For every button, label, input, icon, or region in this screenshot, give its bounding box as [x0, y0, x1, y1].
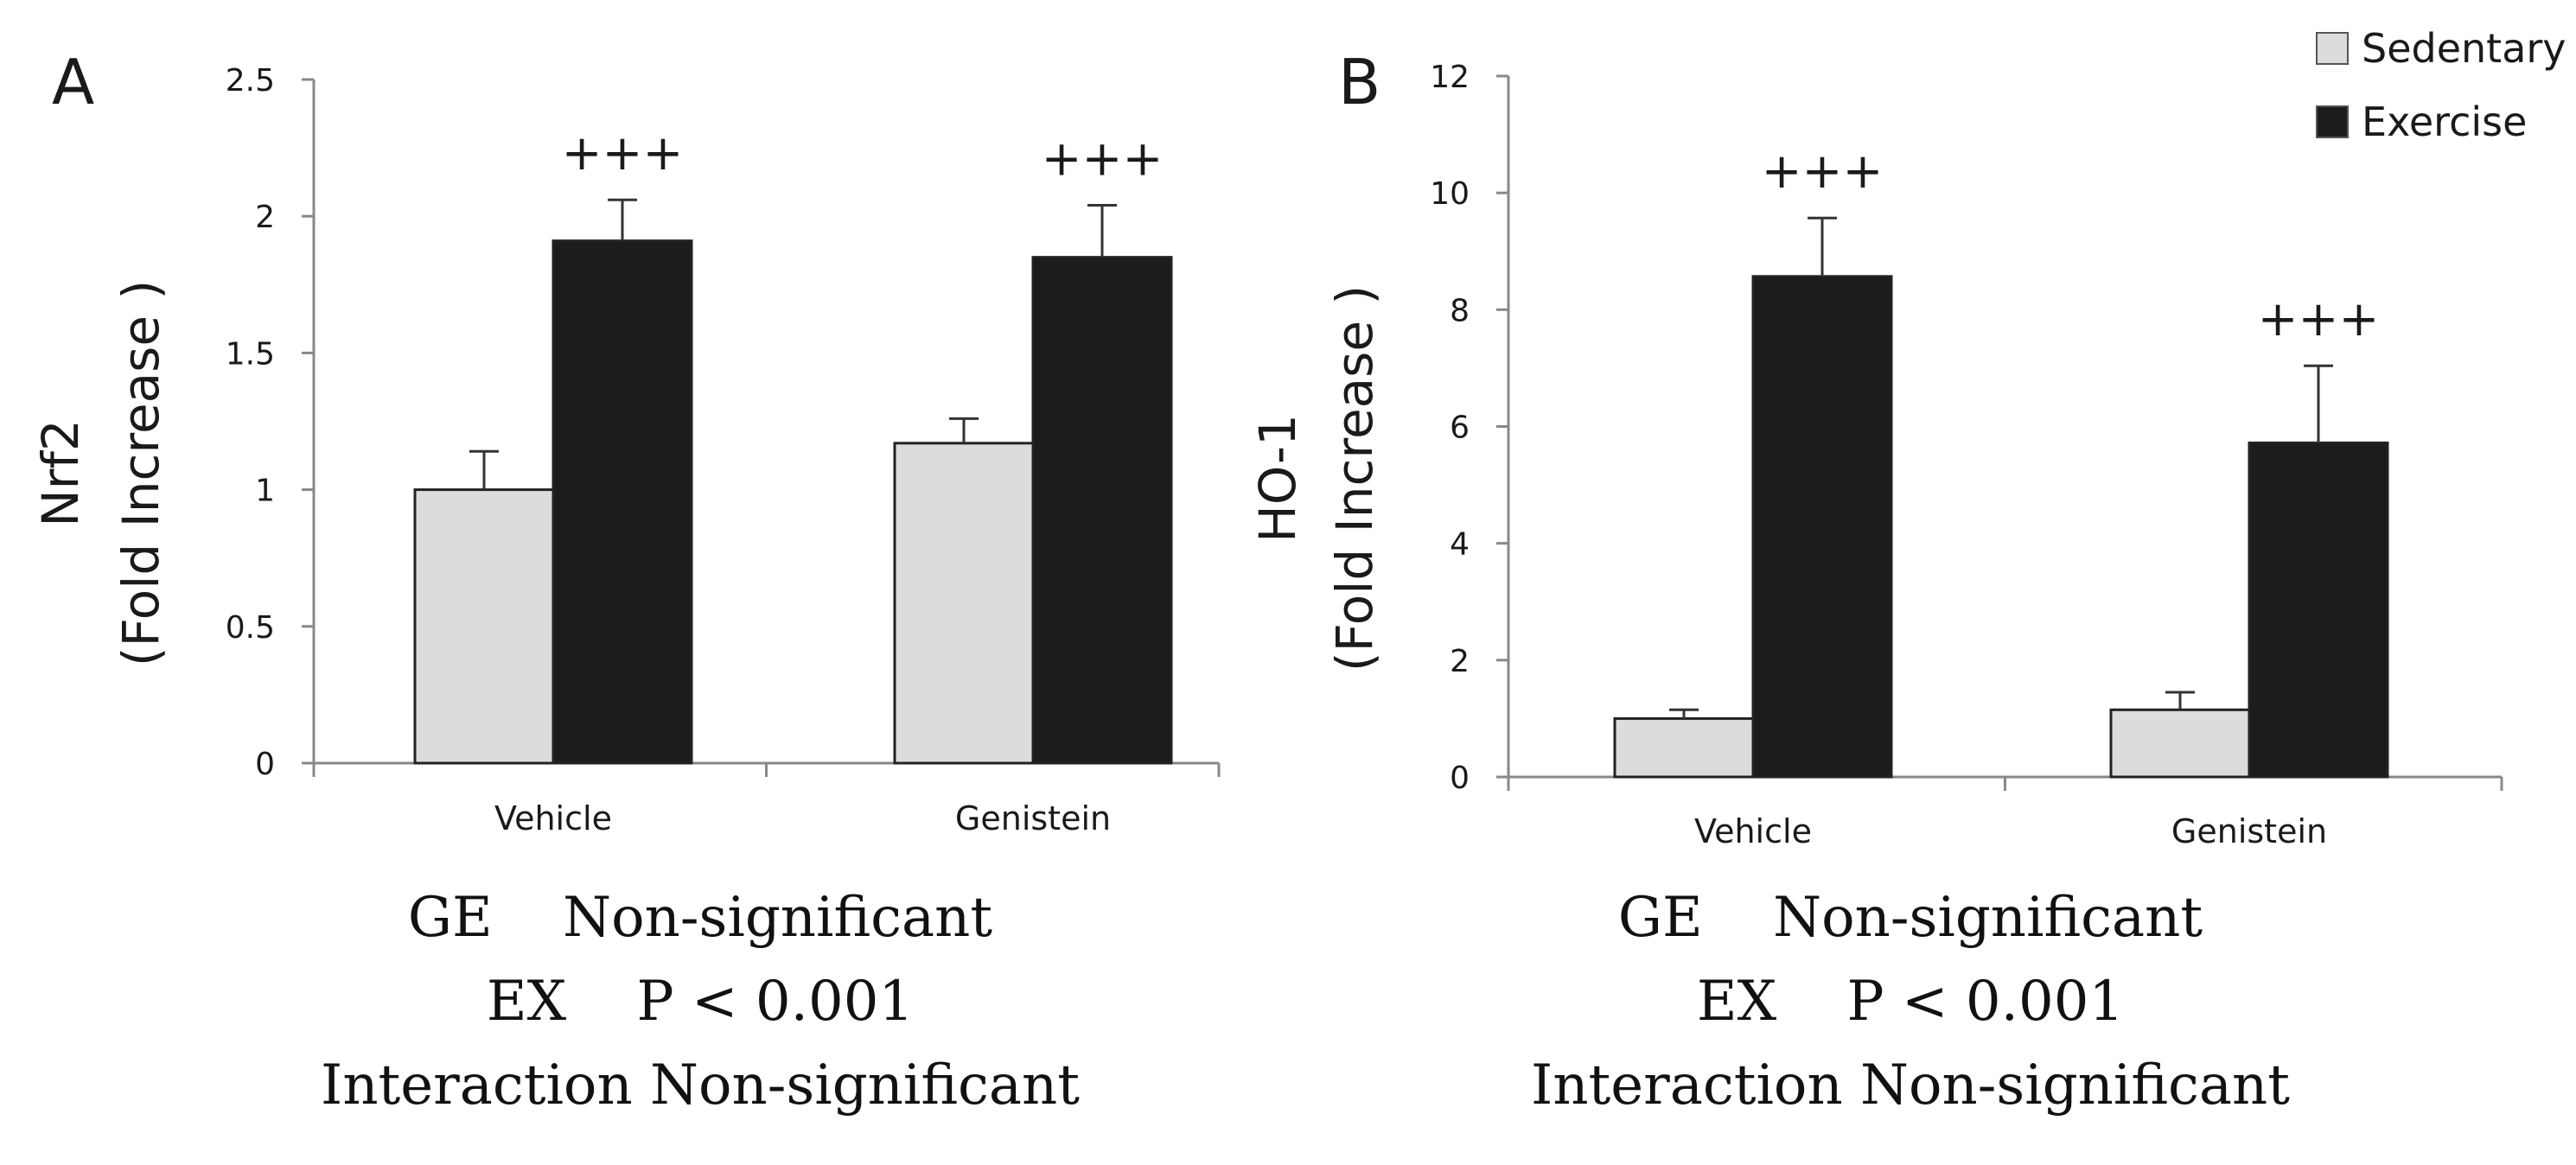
- panel-b: B HO-1 (Fold Increase ) 0 2 4 6 8 10 12 Vehicle Gen…: [1248, 46, 2503, 1117]
- significance-annotation: +++: [1762, 143, 1884, 200]
- y-axis-title: HO-1: [1248, 414, 1307, 543]
- y-axis-subtitle: (Fold Increase ): [1325, 285, 1384, 672]
- bar-exercise: [552, 239, 693, 765]
- y-tick-label: 0.5: [226, 610, 275, 646]
- legend-swatch: [2316, 32, 2349, 65]
- x-tick-label: Genistein: [955, 799, 1111, 837]
- stats-ge: GE Non-significant: [1618, 886, 2203, 950]
- stats-ex: EX P < 0.001: [1697, 970, 2124, 1034]
- y-tick-label: 2: [1450, 644, 1470, 679]
- significance-annotation: +++: [562, 125, 684, 181]
- y-tick-label: 2: [255, 200, 275, 235]
- y-axis-subtitle: (Fold Increase ): [112, 280, 170, 666]
- stats-interaction: Interaction Non-significant: [1531, 1054, 2290, 1117]
- significance-annotation: +++: [2258, 291, 2380, 347]
- y-tick-label: 8: [1450, 293, 1470, 328]
- y-tick-label: 1: [255, 474, 275, 509]
- y-tick-label: 12: [1430, 60, 1470, 95]
- bar-exercise: [1031, 256, 1173, 765]
- x-tick-label: Vehicle: [1694, 812, 1812, 850]
- x-tick-label: Genistein: [2171, 812, 2327, 850]
- bar-sedentary: [2109, 708, 2251, 779]
- legend-label: Exercise: [2362, 99, 2527, 145]
- y-tick-label: 0: [255, 747, 275, 782]
- y-tick-label: 1.5: [226, 336, 275, 372]
- bar-sedentary: [893, 442, 1035, 765]
- bar-exercise: [2248, 441, 2389, 779]
- legend-swatch: [2316, 105, 2349, 138]
- stats-ex: EX P < 0.001: [487, 970, 914, 1034]
- y-tick-label: 0: [1450, 761, 1470, 796]
- panel-label: B: [1338, 46, 1380, 118]
- stats-interaction: Interaction Non-significant: [321, 1054, 1080, 1117]
- x-tick-label: Vehicle: [494, 799, 612, 837]
- significance-annotation: +++: [1042, 131, 1164, 188]
- y-axis-title: Nrf2: [31, 419, 90, 527]
- stats-ge: GE Non-significant: [408, 886, 992, 950]
- y-tick-label: 10: [1430, 176, 1470, 212]
- bar-sedentary: [413, 488, 555, 765]
- panel-label: A: [52, 46, 94, 118]
- y-tick-label: 4: [1450, 527, 1470, 563]
- y-tick-label: 6: [1450, 411, 1470, 446]
- legend-label: Sedentary: [2362, 25, 2566, 72]
- y-tick-label: 2.5: [226, 63, 275, 99]
- bar-sedentary: [1613, 716, 1755, 779]
- bar-exercise: [1751, 275, 1893, 779]
- panel-a: A Nrf2 (Fold Increase ) 0 0.5 1 1.5 2 2.5 Vehicle…: [31, 46, 1221, 1117]
- legend: Sedentary Exercise: [2316, 25, 2566, 145]
